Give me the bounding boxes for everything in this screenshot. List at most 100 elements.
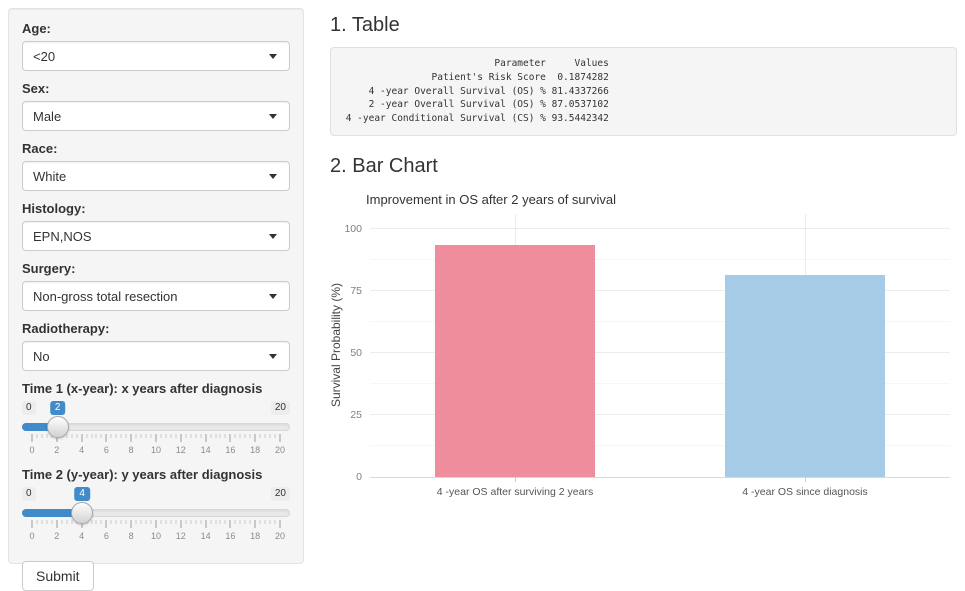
slider-tick bbox=[279, 434, 281, 442]
time2-slider-value-badge: 4 bbox=[74, 487, 90, 501]
slider-tick bbox=[180, 434, 182, 442]
time1-slider[interactable]: 0 20 2 0 2 4 6 8 10 12 14 16 18 20 bbox=[22, 401, 290, 463]
slider-minor-tick bbox=[100, 434, 102, 438]
time2-slider-handle[interactable] bbox=[71, 502, 94, 524]
slider-tick bbox=[130, 520, 132, 528]
slider-tick-label: 8 bbox=[128, 531, 134, 541]
slider-minor-tick bbox=[160, 434, 162, 438]
slider-minor-tick bbox=[190, 434, 192, 438]
slider-minor-tick bbox=[219, 520, 221, 524]
y-tick-label: 100 bbox=[344, 222, 362, 235]
slider-minor-tick bbox=[269, 520, 271, 524]
slider-minor-tick bbox=[135, 434, 137, 438]
field-race: Race: White bbox=[22, 141, 290, 191]
slider-tick-label: 4 bbox=[79, 445, 85, 455]
time2-slider[interactable]: 0 20 4 0 2 4 6 8 10 12 14 16 18 20 bbox=[22, 487, 290, 549]
y-axis-title: Survival Probability (%) bbox=[329, 283, 343, 408]
slider-minor-tick bbox=[239, 520, 241, 524]
time2-slider-min-badge: 0 bbox=[22, 487, 36, 501]
slider-tick bbox=[279, 520, 281, 528]
time1-slider-group: Time 1 (x-year): x years after diagnosis… bbox=[22, 381, 290, 463]
histology-label: Histology: bbox=[22, 201, 86, 216]
time2-slider-fill bbox=[22, 509, 83, 517]
field-sex: Sex: Male bbox=[22, 81, 290, 131]
caret-down-icon bbox=[269, 173, 277, 179]
bar-1 bbox=[725, 274, 885, 477]
slider-minor-tick bbox=[145, 520, 147, 524]
time2-slider-max-badge: 20 bbox=[270, 487, 290, 501]
slider-minor-tick bbox=[115, 520, 117, 524]
slider-tick bbox=[105, 520, 107, 528]
slider-tick-label: 10 bbox=[150, 445, 162, 455]
slider-tick bbox=[31, 520, 33, 528]
surgery-select[interactable]: Non-gross total resection bbox=[22, 281, 290, 311]
slider-tick bbox=[254, 434, 256, 442]
slider-minor-tick bbox=[41, 520, 43, 524]
time2-slider-grid: 0 2 4 6 8 10 12 14 16 18 20 bbox=[29, 520, 285, 548]
slider-minor-tick bbox=[249, 520, 251, 524]
slider-tick bbox=[81, 434, 83, 442]
slider-minor-tick bbox=[244, 434, 246, 438]
field-histology: Histology: EPN,NOS bbox=[22, 201, 290, 251]
slider-tick bbox=[180, 520, 182, 528]
field-radiotherapy: Radiotherapy: No bbox=[22, 321, 290, 371]
x-axis-labels: 4 -year OS after surviving 2 years 4 -yea… bbox=[370, 478, 950, 508]
slider-minor-tick bbox=[259, 434, 261, 438]
slider-minor-tick bbox=[219, 434, 221, 438]
slider-tick bbox=[130, 434, 132, 442]
slider-minor-tick bbox=[61, 520, 63, 524]
slider-tick-label: 10 bbox=[150, 531, 162, 541]
time1-slider-value-badge: 2 bbox=[49, 401, 66, 415]
slider-minor-tick bbox=[249, 434, 251, 438]
slider-tick-label: 2 bbox=[54, 531, 60, 541]
slider-tick bbox=[229, 434, 231, 442]
category-tick bbox=[515, 476, 516, 482]
slider-minor-tick bbox=[224, 434, 226, 438]
category-tick bbox=[805, 476, 806, 482]
radiotherapy-select-value: No bbox=[33, 348, 50, 364]
slider-tick bbox=[56, 434, 58, 442]
age-select-value: <20 bbox=[33, 48, 56, 64]
histology-select[interactable]: EPN,NOS bbox=[22, 221, 290, 251]
slider-minor-tick bbox=[165, 434, 167, 438]
time1-slider-label: Time 1 (x-year): x years after diagnosis bbox=[22, 381, 263, 396]
slider-minor-tick bbox=[185, 434, 187, 438]
caret-down-icon bbox=[269, 353, 277, 359]
slider-minor-tick bbox=[234, 434, 236, 438]
slider-tick bbox=[155, 520, 157, 528]
slider-minor-tick bbox=[170, 520, 172, 524]
slider-tick bbox=[105, 434, 107, 442]
slider-tick-label: 14 bbox=[200, 445, 211, 455]
slider-minor-tick bbox=[150, 520, 152, 524]
slider-minor-tick bbox=[190, 520, 192, 524]
slider-tick-label: 6 bbox=[103, 445, 109, 455]
race-select-value: White bbox=[33, 168, 67, 184]
slider-minor-tick bbox=[125, 520, 127, 524]
age-select[interactable]: <20 bbox=[22, 41, 290, 71]
race-select[interactable]: White bbox=[22, 161, 290, 191]
x-category-label: 4 -year OS since diagnosis bbox=[742, 485, 868, 498]
slider-minor-tick bbox=[71, 434, 73, 438]
slider-tick bbox=[205, 520, 207, 528]
table-heading: 1. Table bbox=[330, 14, 400, 36]
slider-minor-tick bbox=[110, 520, 112, 524]
gridline-minor bbox=[370, 258, 950, 260]
surgery-label: Surgery: bbox=[22, 261, 76, 276]
slider-minor-tick bbox=[210, 520, 212, 524]
slider-tick bbox=[205, 434, 207, 442]
slider-tick-label: 16 bbox=[225, 445, 236, 455]
caret-down-icon bbox=[269, 113, 277, 119]
time1-slider-handle[interactable] bbox=[46, 416, 69, 438]
sex-label: Sex: bbox=[22, 81, 50, 96]
slider-minor-tick bbox=[145, 434, 147, 438]
slider-tick-label: 12 bbox=[175, 531, 186, 541]
caret-down-icon bbox=[269, 293, 277, 299]
slider-tick-label: 0 bbox=[29, 445, 35, 455]
submit-button[interactable]: Submit bbox=[22, 561, 94, 591]
slider-minor-tick bbox=[91, 434, 93, 438]
slider-minor-tick bbox=[160, 520, 162, 524]
slider-minor-tick bbox=[95, 434, 97, 438]
slider-minor-tick bbox=[41, 434, 43, 438]
radiotherapy-select[interactable]: No bbox=[22, 341, 290, 371]
sex-select[interactable]: Male bbox=[22, 101, 290, 131]
